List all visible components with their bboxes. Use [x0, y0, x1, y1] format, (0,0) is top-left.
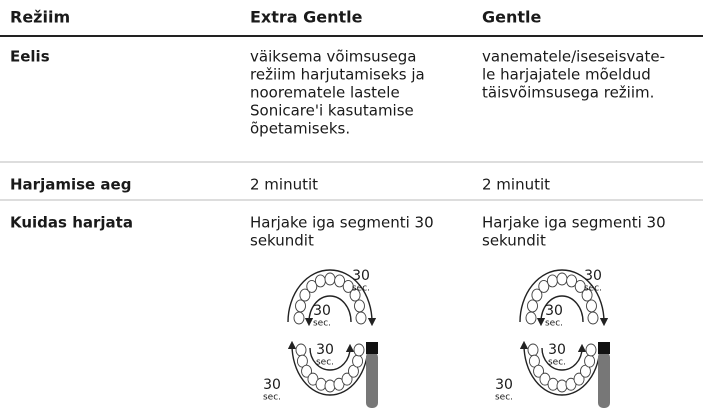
tooth	[334, 274, 346, 288]
cell-line: täisvõimsusega režiim.	[482, 84, 654, 102]
tooth	[586, 299, 597, 313]
tooth	[295, 343, 307, 357]
tooth	[299, 288, 311, 302]
arch-upper-inner	[536, 295, 584, 327]
duration-number: 30	[548, 342, 566, 358]
arch-upper	[519, 269, 609, 327]
cell-line: noorematele lastele	[250, 84, 400, 102]
tooth	[306, 279, 318, 293]
tooth	[342, 279, 354, 293]
tooth	[352, 354, 364, 368]
duration-unit: sec.	[495, 393, 513, 403]
header-cell: Extra Gentle	[250, 8, 363, 27]
cell-line: Sonicare'i kasutamise	[250, 102, 414, 120]
cell-line: Harjake iga segmenti 30	[250, 214, 434, 232]
row-label: Harjamise aeg	[10, 176, 131, 194]
tooth	[566, 274, 578, 288]
tooth	[533, 364, 544, 378]
tooth	[314, 274, 326, 288]
tooth	[324, 272, 336, 286]
duration-unit: sec.	[584, 284, 602, 294]
tooth	[538, 279, 550, 293]
tooth	[531, 288, 543, 302]
duration-number: 30	[316, 342, 334, 358]
tooth	[527, 343, 539, 357]
cell-line: õpetamiseks.	[250, 120, 350, 138]
brush-bristles	[598, 342, 610, 354]
tooth	[295, 299, 306, 313]
tooth	[324, 379, 336, 393]
duration-unit: sec.	[352, 284, 370, 294]
brush-handle	[598, 352, 610, 408]
header-cell: Gentle	[482, 8, 542, 27]
arch-upper	[287, 269, 377, 327]
duration-unit: sec.	[545, 319, 563, 329]
row-label: Kuidas harjata	[10, 214, 133, 232]
arch-upper-inner	[304, 295, 352, 327]
tooth	[315, 377, 327, 391]
cell-line: le harjajatele mõeldud	[482, 66, 651, 84]
tooth	[587, 311, 599, 325]
tooth	[556, 272, 568, 286]
tooth	[573, 372, 585, 386]
tooth	[584, 354, 596, 368]
arch-lower	[287, 340, 369, 396]
duration-number: 30	[352, 268, 370, 284]
duration-number: 30	[584, 268, 602, 284]
arch-lower-inner	[541, 343, 587, 371]
arch-lower	[519, 340, 601, 396]
tooth	[547, 377, 559, 391]
cell-line: 2 minutit	[482, 176, 550, 194]
tooth	[355, 311, 367, 325]
tooth	[546, 274, 558, 288]
tooth	[527, 299, 538, 313]
duration-unit: sec.	[263, 393, 281, 403]
tooth	[574, 279, 586, 293]
row-label: Eelis	[10, 48, 50, 66]
cell-line: sekundit	[250, 232, 314, 250]
arch-lower-inner	[309, 343, 355, 371]
duration-number: 30	[313, 303, 331, 319]
tooth	[525, 311, 537, 325]
header-cell: Režiim	[10, 8, 70, 27]
duration-number: 30	[263, 377, 281, 393]
cell-line: vanematele/iseseisvate-	[482, 48, 665, 66]
tooth	[349, 288, 361, 302]
duration-unit: sec.	[316, 358, 334, 368]
tooth	[581, 288, 593, 302]
tooth	[556, 379, 568, 393]
cell-line: režiim harjutamiseks ja	[250, 66, 425, 84]
duration-number: 30	[495, 377, 513, 393]
brush-handle	[366, 352, 378, 408]
duration-number: 30	[545, 303, 563, 319]
cell-line: 2 minutit	[250, 176, 318, 194]
tooth	[301, 364, 312, 378]
tooth	[354, 299, 365, 313]
cell-line: väiksema võimsusega	[250, 48, 416, 66]
cell-line: Harjake iga segmenti 30	[482, 214, 666, 232]
tooth	[585, 343, 597, 357]
tooth	[293, 311, 305, 325]
brush-bristles	[366, 342, 378, 354]
duration-unit: sec.	[548, 358, 566, 368]
cell-line: sekundit	[482, 232, 546, 250]
tooth	[353, 343, 365, 357]
tooth	[341, 372, 353, 386]
duration-unit: sec.	[313, 319, 331, 329]
